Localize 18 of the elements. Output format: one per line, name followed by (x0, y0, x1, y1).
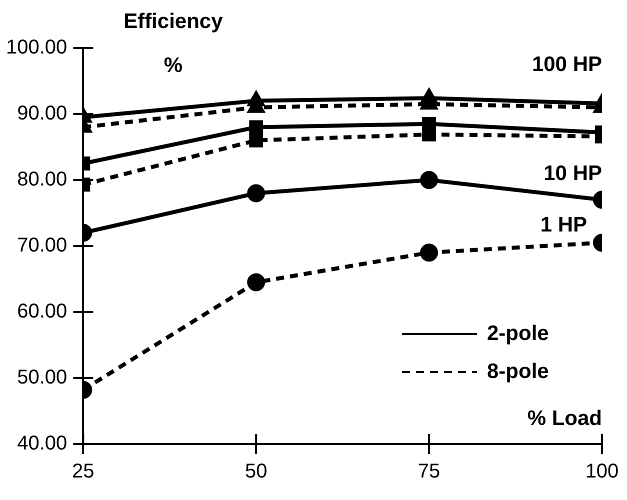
x-tick-label: 100 (585, 460, 619, 483)
legend-label: 2-pole (487, 322, 549, 345)
x-tick-label: 50 (244, 460, 268, 483)
annotation: 10 HP (544, 162, 602, 186)
y-tick-label: 70.00 (17, 234, 68, 257)
legend-label: 8-pole (487, 360, 549, 383)
y-axis-title: Efficiency % (124, 10, 224, 77)
y-tick-label: 60.00 (17, 300, 68, 323)
y-tick-label: 90.00 (17, 102, 68, 125)
x-axis-title: % Load (527, 406, 602, 430)
y-tick-label: 80.00 (17, 168, 68, 191)
x-tick-label: 25 (72, 460, 94, 483)
y-tick-label: 50.00 (17, 366, 68, 389)
annotation: 1 HP (540, 214, 587, 237)
x-tick-label: 75 (418, 460, 440, 483)
y-tick-label: 100.00 (6, 36, 68, 59)
annotation: 100 HP (532, 53, 602, 76)
y-tick-label: 40.00 (17, 432, 68, 455)
